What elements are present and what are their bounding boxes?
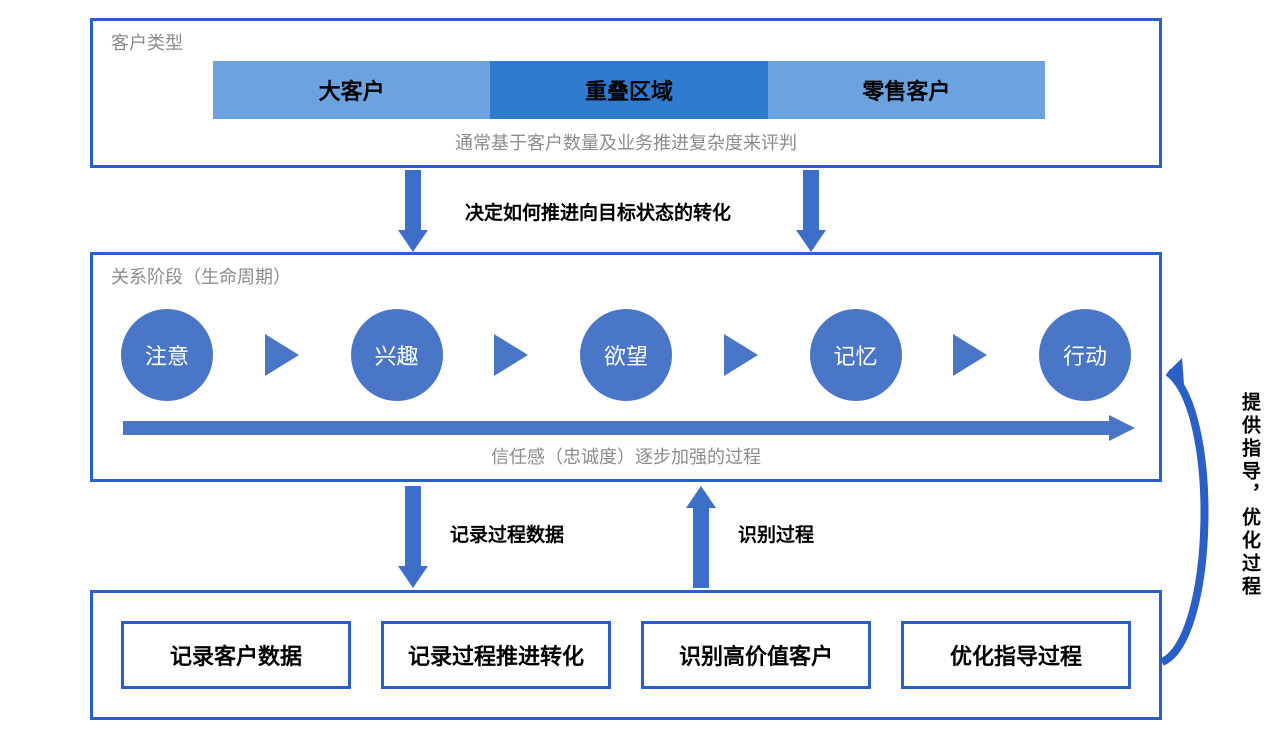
arrow-identify xyxy=(686,486,716,588)
stage-attention: 注意 xyxy=(121,309,213,401)
trust-arrow xyxy=(123,415,1135,441)
customer-segments: 大客户 重叠区域 零售客户 xyxy=(213,61,1045,119)
arrow-record-data-label: 记录过程数据 xyxy=(450,520,564,547)
segment-retail: 零售客户 xyxy=(768,61,1045,119)
feedback-arrow xyxy=(1160,350,1230,680)
chevron-icon xyxy=(724,334,758,376)
segment-overlap: 重叠区域 xyxy=(490,61,767,119)
box-optimize-guidance: 优化指导过程 xyxy=(901,621,1131,689)
stage-interest: 兴趣 xyxy=(351,309,443,401)
action-boxes: 记录客户数据 记录过程推进转化 识别高价值客户 优化指导过程 xyxy=(121,621,1131,689)
arrow-record-data xyxy=(398,486,428,588)
stage-memory: 记忆 xyxy=(810,309,902,401)
chevron-icon xyxy=(265,334,299,376)
box-identify-value: 识别高价值客户 xyxy=(641,621,871,689)
arrow-top-to-mid-right xyxy=(796,170,826,252)
segment-major: 大客户 xyxy=(213,61,490,119)
lifecycle-stages: 注意 兴趣 欲望 记忆 行动 xyxy=(121,305,1131,405)
stage-desire: 欲望 xyxy=(580,309,672,401)
arrow-top-mid-label: 决定如何推进向目标状态的转化 xyxy=(465,198,731,225)
actions-panel: 记录客户数据 记录过程推进转化 识别高价值客户 优化指导过程 xyxy=(90,590,1162,720)
customer-type-panel: 客户类型 大客户 重叠区域 零售客户 通常基于客户数量及业务推进复杂度来评判 xyxy=(90,18,1162,168)
lifecycle-panel: 关系阶段（生命周期） 注意 兴趣 欲望 记忆 行动 信任感（忠诚度）逐步加强的过… xyxy=(90,252,1162,482)
chevron-icon xyxy=(953,334,987,376)
box-record-customer: 记录客户数据 xyxy=(121,621,351,689)
stage-action: 行动 xyxy=(1039,309,1131,401)
arrow-identify-label: 识别过程 xyxy=(738,520,814,547)
customer-type-caption: 通常基于客户数量及业务推进复杂度来评判 xyxy=(93,129,1159,155)
feedback-label: 提供指导，优化过程 xyxy=(1236,392,1263,599)
box-record-process: 记录过程推进转化 xyxy=(381,621,611,689)
chevron-icon xyxy=(494,334,528,376)
lifecycle-caption: 信任感（忠诚度）逐步加强的过程 xyxy=(93,443,1159,469)
arrow-top-to-mid-left xyxy=(398,170,428,252)
lifecycle-title: 关系阶段（生命周期） xyxy=(111,263,291,289)
customer-type-title: 客户类型 xyxy=(111,29,183,55)
